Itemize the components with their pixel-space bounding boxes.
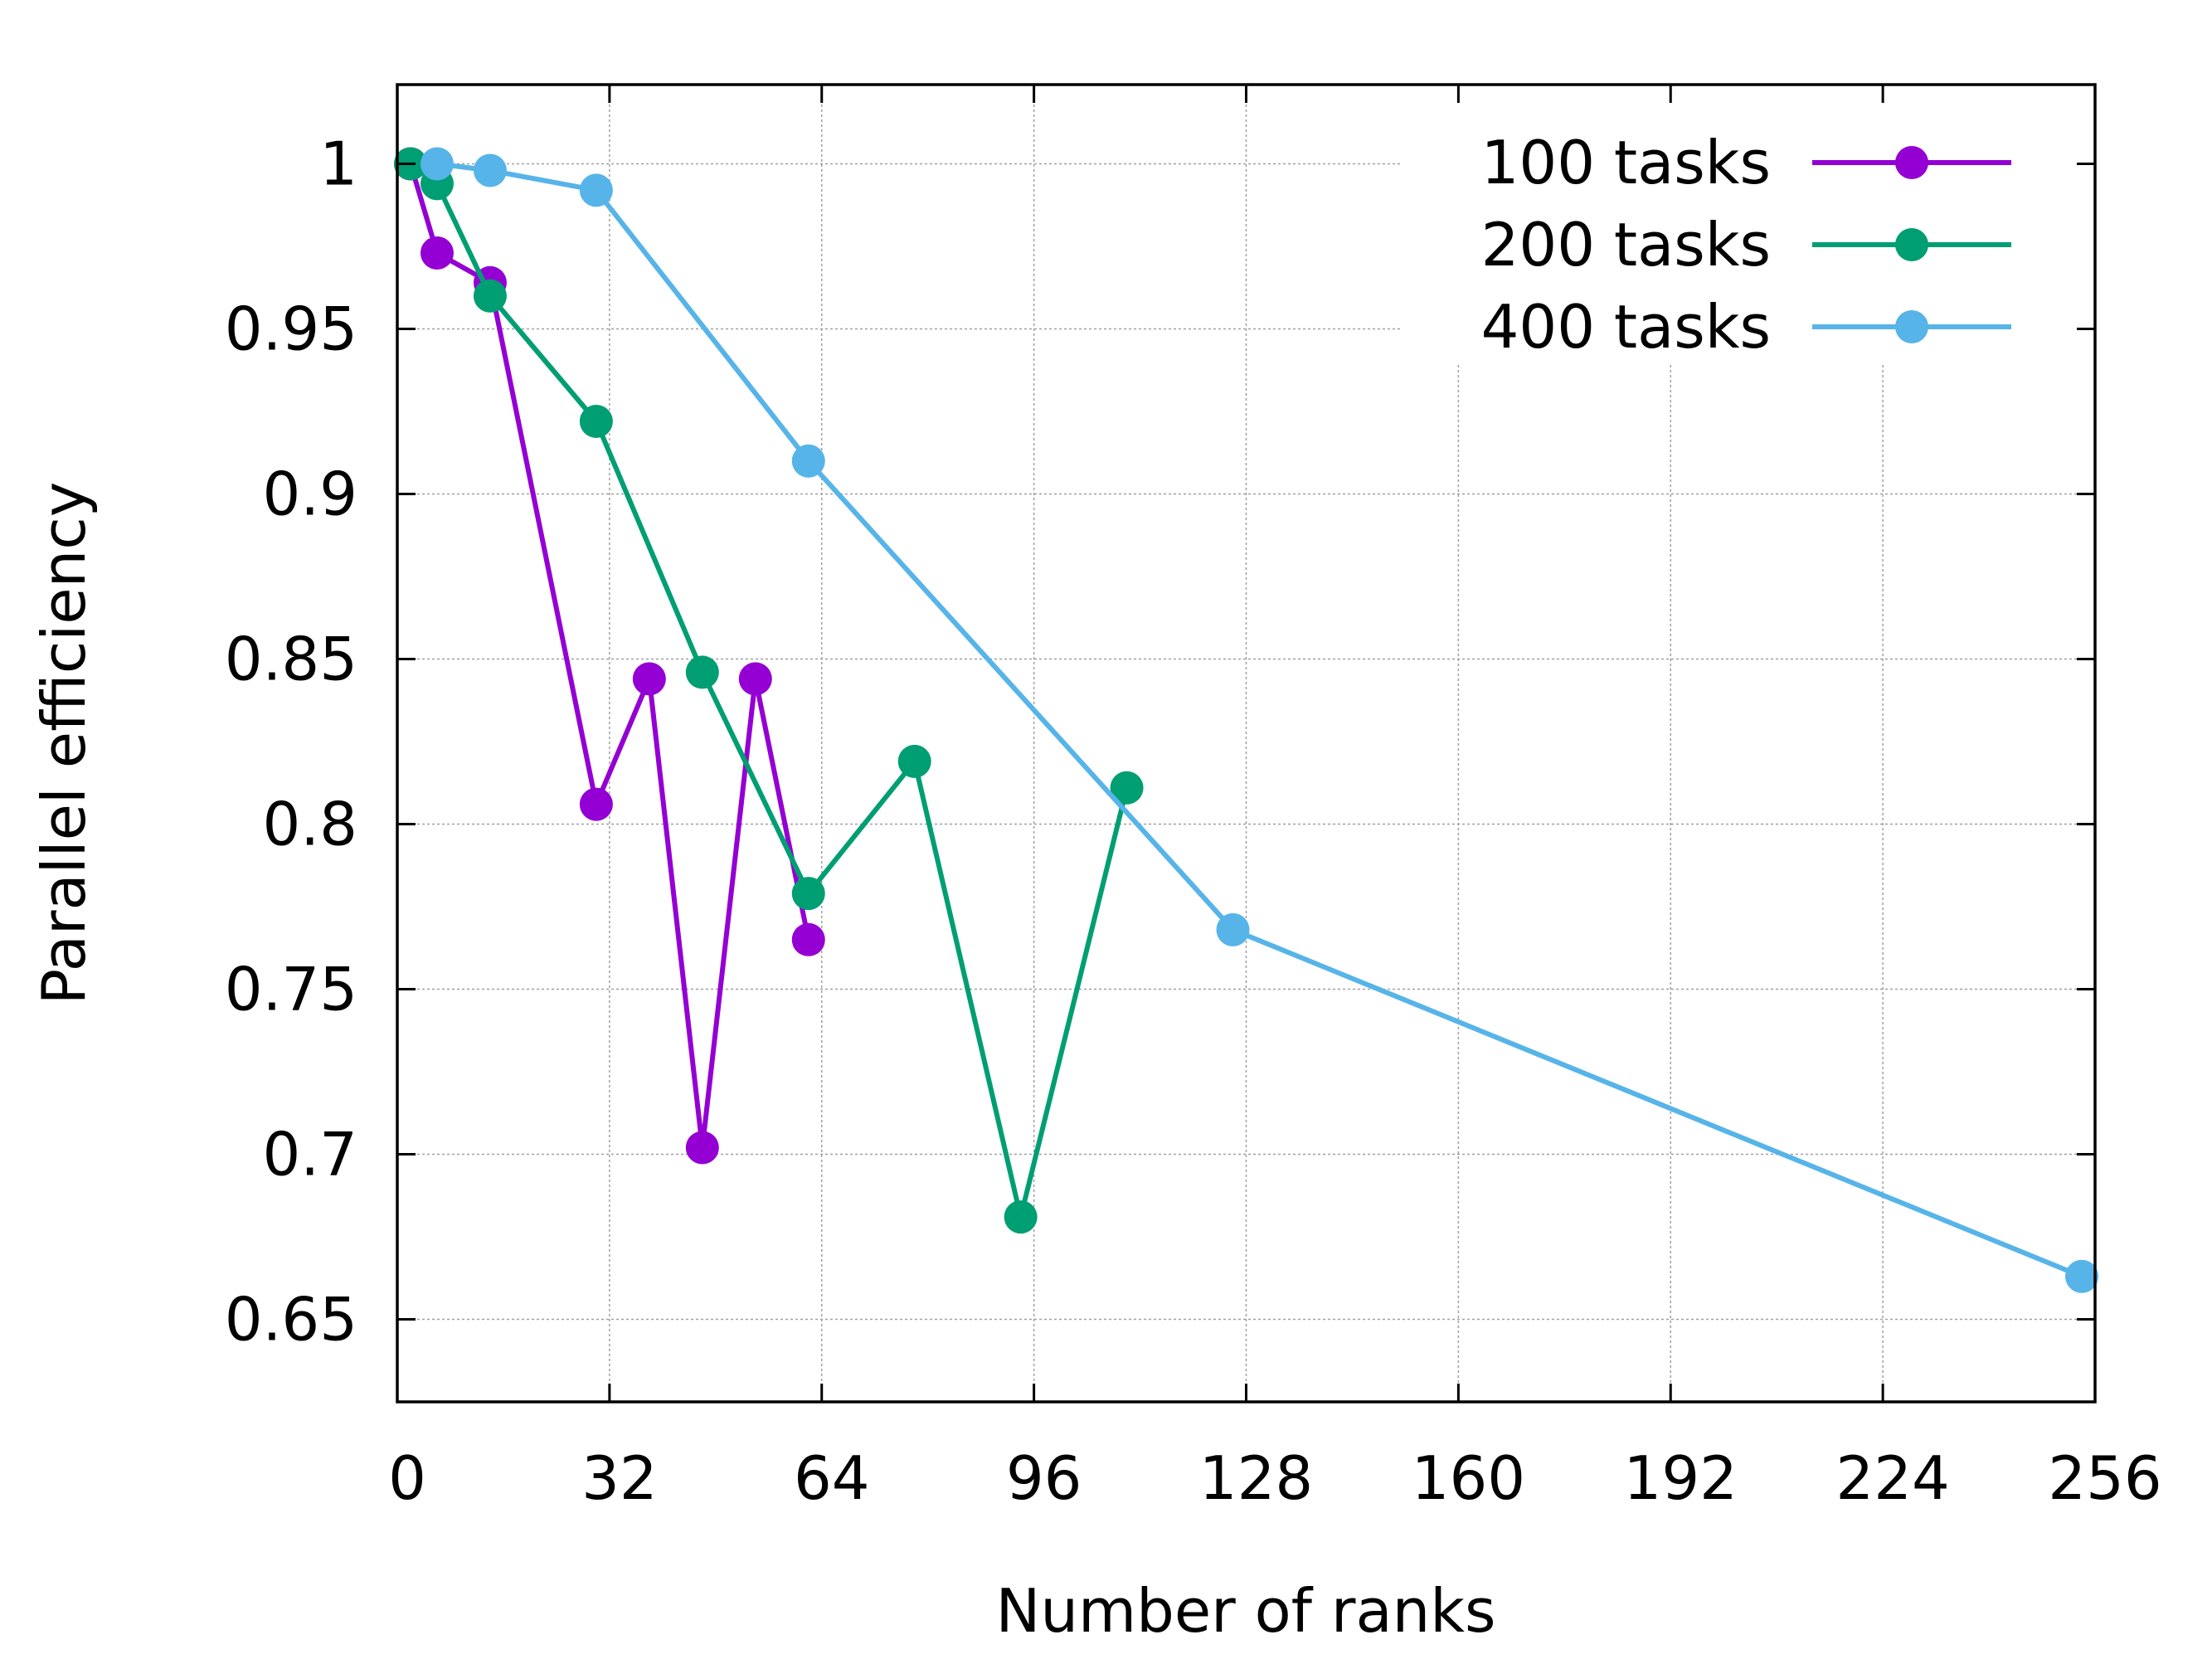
legend-marker [1895,310,1928,343]
y-tick-label: 0.85 [225,625,357,694]
x-tick-label: 224 [1835,1443,1949,1513]
data-point [420,147,454,181]
x-tick-label: 32 [581,1443,658,1513]
y-tick-label: 1 [319,129,357,199]
legend-marker [1895,228,1928,261]
y-tick-label: 0.9 [262,460,357,529]
x-axis-label: Number of ranks [996,1576,1496,1646]
legend-entry: 200 tasks [1481,210,2011,280]
data-point [632,662,666,696]
legend-marker [1895,146,1928,179]
data-point [579,173,613,207]
series-layer [393,147,2099,1293]
data-point [685,1131,719,1165]
data-point [791,877,825,911]
legend-entry: 400 tasks [1481,292,2011,362]
x-tick-label: 64 [794,1443,870,1513]
series-2 [393,147,1144,1234]
data-point [1004,1200,1038,1234]
x-tick-label: 0 [388,1443,426,1513]
data-point [791,444,825,478]
data-point [579,787,613,821]
data-point [738,662,772,696]
y-tick-label: 0.8 [262,790,357,859]
x-tick-label: 256 [2048,1443,2161,1513]
series-line [436,161,2083,1279]
data-point [685,655,719,689]
data-point [579,404,613,438]
legend-label: 200 tasks [1481,210,1771,280]
data-point [791,922,825,956]
x-tick-label: 192 [1624,1443,1738,1513]
grid-layer [397,85,2095,1402]
x-tick-label: 96 [1006,1443,1082,1513]
legend-label: 100 tasks [1481,128,1771,197]
y-tick-label: 0.95 [225,294,357,364]
tick-layer: 0.65 0.7 0.75 0.8 0.85 0.9 0.95 1 0 32 64 96 128 160 1… [225,85,2162,1513]
series-3 [420,147,2099,1293]
data-point [420,236,454,270]
y-tick-label: 0.65 [225,1285,357,1355]
data-point [473,279,507,313]
data-point [1216,912,1250,946]
y-tick-label: 0.75 [225,955,357,1024]
legend-label: 400 tasks [1481,292,1771,362]
y-tick-label: 0.7 [262,1120,357,1190]
x-tick-label: 128 [1199,1443,1313,1513]
data-point [473,153,507,187]
data-point [1110,771,1144,805]
data-point [2065,1259,2099,1293]
series-line [408,163,811,1151]
x-tick-label: 160 [1412,1443,1525,1513]
legend: 100 tasks 200 tasks 400 tasks [1481,128,2011,362]
legend-entry: 100 tasks [1481,128,2011,197]
data-point [897,744,931,778]
y-axis-label: Parallel efficiency [29,482,99,1005]
